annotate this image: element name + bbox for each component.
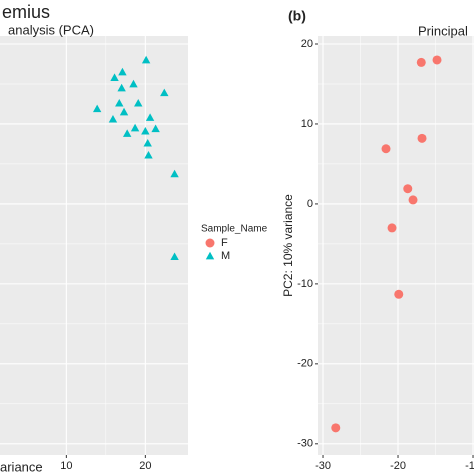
legend-label: M xyxy=(221,250,230,262)
point xyxy=(160,88,169,97)
plot-area xyxy=(0,36,188,455)
point xyxy=(170,252,179,261)
point xyxy=(108,114,118,123)
point xyxy=(122,129,132,137)
point xyxy=(144,150,153,159)
point xyxy=(115,98,124,107)
chart-title: Principal xyxy=(418,23,468,38)
point xyxy=(134,98,143,107)
y-tick-label: -10 xyxy=(297,278,313,290)
panel-background xyxy=(318,36,474,455)
x-tick-label: -30 xyxy=(315,460,331,472)
plot-area xyxy=(318,36,474,455)
point xyxy=(417,133,427,143)
legend-symbol xyxy=(205,238,215,248)
y-tick-label: 20 xyxy=(301,38,313,50)
point xyxy=(381,144,391,154)
x-axis-label: ariance xyxy=(0,459,43,474)
point xyxy=(408,195,418,205)
point xyxy=(170,169,179,178)
point xyxy=(403,184,413,194)
point xyxy=(129,79,138,88)
point xyxy=(119,107,129,116)
point xyxy=(110,73,119,81)
x-tick-label: -10 xyxy=(465,460,474,472)
x-tick-label: 10 xyxy=(60,460,72,472)
y-tick-label: 0 xyxy=(307,198,313,210)
point xyxy=(394,289,404,299)
point xyxy=(118,67,127,76)
point xyxy=(130,123,140,132)
point xyxy=(151,124,160,133)
panel-background xyxy=(0,36,188,455)
point xyxy=(387,223,397,233)
chart-subtitle: analysis (PCA) xyxy=(8,22,94,37)
point xyxy=(117,83,126,92)
point xyxy=(141,126,150,135)
y-tick-label: -30 xyxy=(297,438,313,450)
point xyxy=(416,57,426,67)
point xyxy=(141,55,151,64)
legend-symbol xyxy=(205,251,215,260)
x-tick-label: -20 xyxy=(390,460,406,472)
chart-title: emius xyxy=(2,2,50,22)
legend-label: F xyxy=(221,237,228,249)
point xyxy=(92,104,102,113)
y-tick-label: -20 xyxy=(297,358,313,370)
point xyxy=(432,55,442,65)
point xyxy=(331,423,341,433)
panel-label: (b) xyxy=(288,8,306,24)
y-tick-label: 10 xyxy=(301,118,313,130)
y-axis-label: PC2: 10% variance xyxy=(281,194,295,297)
legend-title: Sample_Name xyxy=(201,224,268,235)
point xyxy=(145,113,155,121)
x-tick-label: 20 xyxy=(139,460,151,472)
point xyxy=(143,138,152,147)
